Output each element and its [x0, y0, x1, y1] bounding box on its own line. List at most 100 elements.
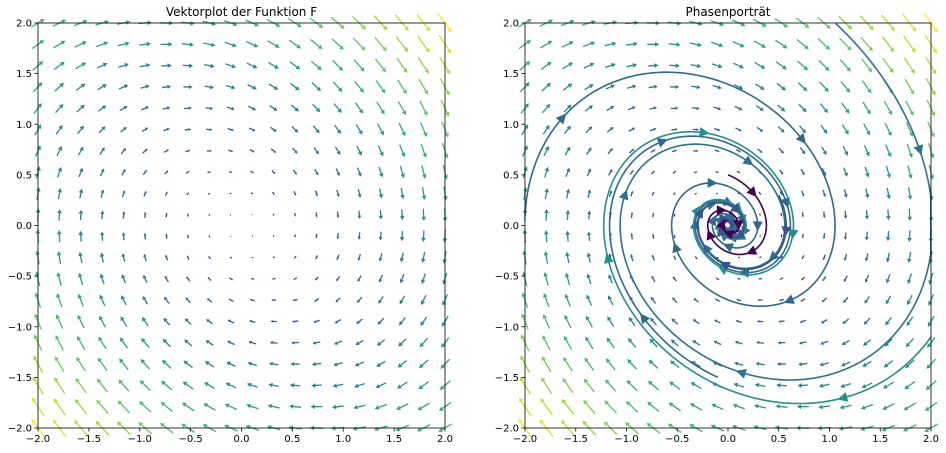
quiver-arrow [690, 63, 702, 69]
quiver-arrow [99, 273, 105, 285]
quiver-arrow [163, 149, 169, 153]
quiver-arrow [331, 404, 344, 410]
quiver-arrow [53, 398, 66, 416]
quiver-arrow [354, 382, 365, 388]
y-tick-label: −2.0 [495, 424, 519, 435]
quiver-arrow [142, 169, 147, 176]
trajectory-arrowhead [706, 215, 716, 227]
quiver-arrow [203, 42, 216, 47]
quiver-arrow [330, 16, 345, 29]
quiver-arrow [673, 234, 676, 239]
quiver-arrow [122, 211, 126, 219]
quiver-arrow [139, 63, 151, 68]
quiver-arrow [650, 296, 657, 304]
quiver-arrow [713, 128, 721, 132]
quiver-arrow [735, 127, 742, 132]
y-tick-label: 0.0 [503, 221, 519, 232]
quiver-arrow [905, 359, 915, 369]
quiver-arrow [54, 377, 66, 394]
quiver-arrow [186, 255, 190, 260]
quiver-arrow [924, 34, 937, 54]
y-tick-label: 2.0 [503, 19, 519, 30]
quiver-arrow [584, 84, 594, 91]
quiver-arrow [821, 297, 828, 303]
quiver-arrow [519, 397, 532, 417]
quiver-arrow [73, 19, 88, 27]
quiver-arrow [355, 339, 364, 346]
quiver-arrow [374, 58, 387, 73]
quiver-arrow [539, 419, 554, 438]
quiver-arrow [290, 362, 300, 367]
quiver-arrow [227, 319, 235, 324]
quiver-arrow [927, 337, 936, 348]
quiver-arrow [756, 319, 764, 323]
quiver-arrow [185, 171, 190, 174]
quiver-arrow [378, 274, 384, 283]
quiver-arrow [31, 40, 44, 50]
quiver-arrow [421, 208, 426, 221]
quiver-arrow [753, 18, 767, 27]
quiver-arrow [716, 192, 719, 195]
quiver-arrow [357, 189, 362, 198]
quiver-arrow [269, 361, 279, 366]
quiver-arrow [863, 145, 870, 157]
quiver-arrow [907, 187, 913, 200]
quiver-arrow [562, 83, 573, 91]
quiver-arrow [396, 381, 408, 389]
quiver-arrow [249, 298, 255, 302]
quiver-arrow [437, 13, 452, 33]
quiver-arrow [336, 211, 340, 219]
quiver-arrow [565, 230, 570, 242]
y-tick-label: 1.0 [16, 120, 32, 131]
quiver-arrow [332, 81, 343, 92]
quiver-arrow [163, 127, 170, 132]
quiver-arrow [272, 213, 275, 217]
quiver-arrow [292, 169, 297, 175]
quiver-arrow [517, 18, 532, 28]
quiver-arrow [207, 171, 212, 174]
quiver-arrow [139, 41, 152, 47]
quiver-arrow [519, 82, 530, 93]
quiver-arrow [184, 106, 192, 110]
quiver-arrow [417, 57, 429, 74]
quiver-arrow [906, 294, 913, 306]
quiver-arrow [357, 232, 361, 240]
quiver-arrow [271, 299, 277, 302]
x-tick-label: 0.5 [284, 434, 300, 445]
y-tick-label: 1.5 [16, 69, 32, 80]
quiver-arrow [797, 82, 808, 92]
quiver-arrow [203, 63, 215, 69]
quiver-arrow [886, 187, 891, 200]
quiver-arrow [606, 126, 614, 133]
x-tick-label: 2.0 [437, 434, 453, 445]
quiver-arrow [206, 128, 213, 132]
quiver-arrow [757, 299, 763, 302]
quiver-arrow [246, 62, 258, 69]
quiver-arrow [586, 147, 592, 155]
quiver-arrow [183, 360, 193, 369]
quiver-arrow [820, 340, 829, 345]
quiver-arrow [671, 318, 679, 325]
quiver-arrow [649, 106, 658, 110]
quiver-arrow [651, 191, 655, 196]
quiver-arrow [204, 85, 214, 90]
quiver-arrow [294, 234, 297, 238]
quiver-arrow [587, 189, 592, 198]
x-tick-label: −0.5 [665, 434, 689, 445]
quiver-arrow [118, 379, 130, 392]
quiver-arrow [605, 358, 616, 371]
quiver-arrow [289, 404, 302, 409]
y-tick-label: 0.5 [16, 170, 32, 181]
quiver-arrow [799, 125, 806, 134]
quiver-arrow [630, 232, 634, 240]
quiver-arrow [822, 211, 826, 219]
quiver-arrow [419, 337, 428, 348]
quiver-arrow [711, 403, 724, 411]
quiver-arrow [669, 84, 680, 89]
quiver-arrow [74, 41, 87, 48]
quiver-arrow [817, 16, 831, 29]
quiver-arrow [76, 356, 86, 372]
quiver-arrow [55, 124, 63, 135]
quiver-arrow [352, 15, 367, 30]
quiver-arrow [862, 360, 872, 367]
